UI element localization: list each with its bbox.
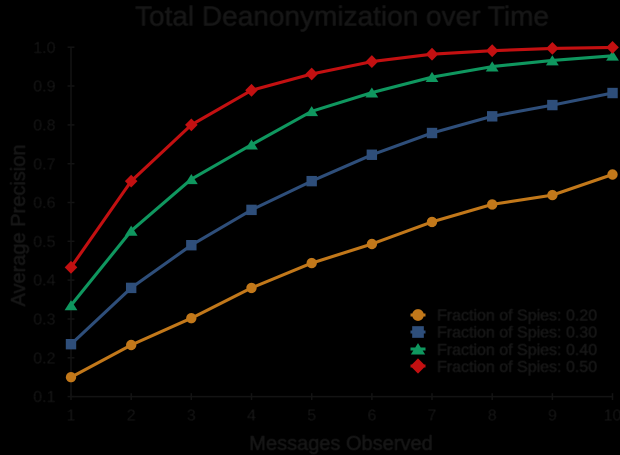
svg-text:3: 3 — [187, 407, 196, 424]
svg-text:0.1: 0.1 — [33, 389, 55, 406]
svg-text:0.9: 0.9 — [33, 79, 55, 96]
svg-text:9: 9 — [548, 407, 557, 424]
svg-text:5: 5 — [307, 407, 316, 424]
svg-text:8: 8 — [488, 407, 497, 424]
svg-text:Fraction of Spies: 0.40: Fraction of Spies: 0.40 — [437, 342, 597, 359]
svg-text:Messages Observed: Messages Observed — [249, 433, 432, 455]
svg-text:0.2: 0.2 — [33, 350, 55, 367]
svg-text:1.0: 1.0 — [33, 40, 55, 57]
svg-text:6: 6 — [367, 407, 376, 424]
svg-text:0.6: 0.6 — [33, 195, 55, 212]
svg-text:0.5: 0.5 — [33, 234, 55, 251]
svg-text:2: 2 — [127, 407, 136, 424]
svg-text:Fraction of Spies: 0.50: Fraction of Spies: 0.50 — [437, 359, 597, 376]
svg-text:0.3: 0.3 — [33, 312, 55, 329]
svg-text:0.4: 0.4 — [33, 273, 55, 290]
svg-text:0.7: 0.7 — [33, 156, 55, 173]
svg-text:7: 7 — [428, 407, 437, 424]
svg-text:10: 10 — [604, 407, 620, 424]
svg-text:1: 1 — [67, 407, 76, 424]
svg-text:4: 4 — [247, 407, 256, 424]
svg-text:Fraction of Spies: 0.20: Fraction of Spies: 0.20 — [437, 308, 597, 325]
svg-text:Total Deanonymization over Tim: Total Deanonymization over Time — [135, 1, 549, 32]
svg-text:Fraction of Spies: 0.30: Fraction of Spies: 0.30 — [437, 325, 597, 342]
svg-text:0.8: 0.8 — [33, 118, 55, 135]
svg-text:Average Precision: Average Precision — [8, 145, 30, 307]
